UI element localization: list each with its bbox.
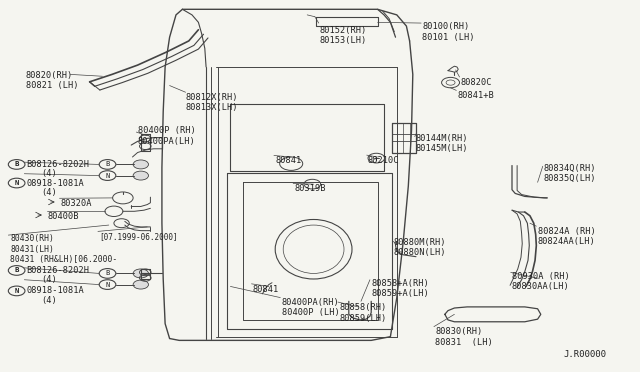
Text: [07.1999-06.2000]: [07.1999-06.2000]: [99, 232, 178, 241]
Text: 80824A (RH)
80824AA(LH): 80824A (RH) 80824AA(LH): [538, 227, 595, 246]
Text: 80152(RH)
80153(LH): 80152(RH) 80153(LH): [320, 26, 367, 45]
Text: 80830(RH)
80831  (LH): 80830(RH) 80831 (LH): [435, 327, 493, 347]
Circle shape: [133, 160, 148, 169]
Text: 80930A (RH)
80830AA(LH): 80930A (RH) 80830AA(LH): [512, 272, 570, 291]
Circle shape: [133, 269, 148, 278]
Text: 80841: 80841: [253, 285, 279, 294]
Text: (4): (4): [42, 275, 58, 284]
Text: 80858(RH)
80859(LH): 80858(RH) 80859(LH): [339, 303, 387, 323]
Text: (4): (4): [42, 296, 58, 305]
Circle shape: [133, 171, 148, 180]
Text: N: N: [15, 180, 19, 186]
Text: 80841: 80841: [275, 156, 301, 165]
Text: B: B: [15, 161, 19, 167]
Text: B08126-8202H: B08126-8202H: [26, 160, 89, 169]
Text: 80430(RH)
80431(LH)
80431 (RH&LH)[06.2000-: 80430(RH) 80431(LH) 80431 (RH&LH)[06.200…: [10, 234, 118, 264]
Text: B: B: [106, 270, 109, 276]
Text: B: B: [15, 267, 19, 273]
Text: B: B: [106, 161, 109, 167]
Text: 80812X(RH)
80813X(LH): 80812X(RH) 80813X(LH): [186, 93, 238, 112]
Text: B08126-8202H: B08126-8202H: [26, 266, 89, 275]
Text: N: N: [106, 173, 109, 179]
Text: 80834Q(RH)
80835Q(LH): 80834Q(RH) 80835Q(LH): [544, 164, 596, 183]
Text: (4): (4): [42, 169, 58, 178]
Text: (4): (4): [42, 188, 58, 197]
Text: 80880M(RH)
80880N(LH): 80880M(RH) 80880N(LH): [394, 238, 446, 257]
Text: 80820C: 80820C: [461, 78, 492, 87]
Text: N: N: [106, 282, 109, 288]
Text: 80144M(RH)
80145M(LH): 80144M(RH) 80145M(LH): [416, 134, 468, 153]
Text: 80400PA(RH)
80400P (LH): 80400PA(RH) 80400P (LH): [282, 298, 339, 317]
Text: 08918-1081A: 08918-1081A: [26, 179, 84, 187]
Text: 80400B: 80400B: [48, 212, 79, 221]
Text: 80319B: 80319B: [294, 184, 326, 193]
Circle shape: [133, 280, 148, 289]
Text: 80841+B: 80841+B: [458, 91, 494, 100]
Text: 80858+A(RH)
80859+A(LH): 80858+A(RH) 80859+A(LH): [371, 279, 429, 298]
Text: 80400P (RH)
80400PA(LH): 80400P (RH) 80400PA(LH): [138, 126, 195, 146]
Text: N: N: [15, 288, 19, 294]
Text: 80820(RH)
80821 (LH): 80820(RH) 80821 (LH): [26, 71, 78, 90]
Text: 80210C: 80210C: [368, 156, 399, 165]
Text: 08918-1081A: 08918-1081A: [26, 286, 84, 295]
Text: 80100(RH)
80101 (LH): 80100(RH) 80101 (LH): [422, 22, 475, 42]
Text: J.R00000: J.R00000: [563, 350, 606, 359]
Text: 80320A: 80320A: [61, 199, 92, 208]
